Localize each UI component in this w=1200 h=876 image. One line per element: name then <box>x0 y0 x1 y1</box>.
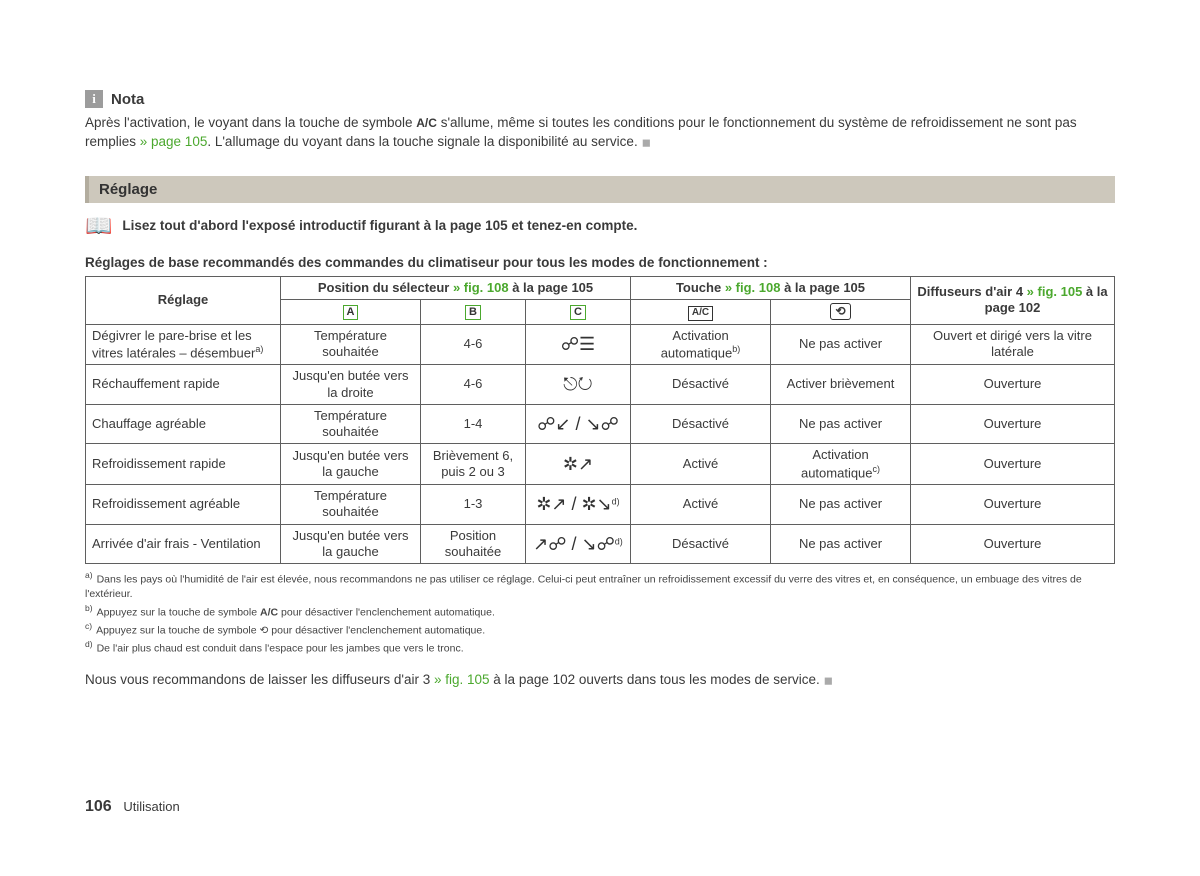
page-footer: 106 Utilisation <box>85 798 180 816</box>
airflow-icon: ⎋↻ <box>563 374 592 394</box>
th-col-c: C <box>526 300 631 325</box>
airflow-icon: ☍↙ / ↘☍ <box>537 414 619 434</box>
th-col-recirc: ⟲ <box>771 300 911 325</box>
table-row: Réchauffement rapide Jusqu'en butée vers… <box>86 365 1115 405</box>
table-row: Dégivrer le pare-brise et les vitres lat… <box>86 324 1115 365</box>
fig-link[interactable]: » fig. 105 <box>434 672 490 687</box>
th-position: Position du sélecteur » fig. 108 à la pa… <box>281 276 631 299</box>
airflow-icon: ✲↗ / ✲↘ <box>536 494 611 514</box>
settings-table: Réglage Position du sélecteur » fig. 108… <box>85 276 1115 564</box>
th-diffuseurs: Diffuseurs d'air 4 » fig. 105 à la page … <box>911 276 1115 324</box>
page-link[interactable]: » page 105 <box>140 134 208 149</box>
table-row: Refroidissement rapide Jusqu'en butée ve… <box>86 444 1115 485</box>
th-col-b: B <box>421 300 526 325</box>
ac-box-icon: A/C <box>688 306 713 321</box>
nota-text-1: Après l'activation, le voyant dans la to… <box>85 115 416 130</box>
box-c-icon: C <box>570 305 586 320</box>
box-b-icon: B <box>465 305 481 320</box>
table-row: Refroidissement agréable Température sou… <box>86 485 1115 525</box>
nota-text-3: . L'allumage du voyant dans la touche si… <box>207 134 637 149</box>
recirc-icon: ⟲ <box>830 303 850 320</box>
end-marker-icon: ◼ <box>824 675 833 687</box>
footnotes: a)Dans les pays où l'humidité de l'air e… <box>85 570 1115 656</box>
after-text: Nous vous recommandons de laisser les di… <box>85 671 1115 690</box>
end-marker-icon: ◼ <box>642 137 651 149</box>
book-icon: 📖 <box>85 213 112 239</box>
nota-block: i Nota Après l'activation, le voyant dan… <box>85 90 1115 152</box>
th-col-a: A <box>281 300 421 325</box>
footer-section: Utilisation <box>123 799 179 814</box>
intro-line: 📖 Lisez tout d'abord l'exposé introducti… <box>85 213 1115 239</box>
table-row: Arrivée d'air frais - Ventilation Jusqu'… <box>86 524 1115 564</box>
table-caption: Réglages de base recommandés des command… <box>85 255 1115 270</box>
intro-text: Lisez tout d'abord l'exposé introductif … <box>122 218 637 233</box>
airflow-icon: ↗☍ / ↘☍ <box>533 534 615 554</box>
th-col-ac: A/C <box>631 300 771 325</box>
airflow-icon: ☍☰ <box>561 334 595 354</box>
fig-link[interactable]: » fig. 108 <box>725 280 781 295</box>
section-heading: Réglage <box>85 176 1115 203</box>
ac-symbol: A/C <box>416 116 437 130</box>
th-reglage: Réglage <box>86 276 281 324</box>
info-icon: i <box>85 90 103 108</box>
airflow-icon: ✲↗ <box>563 454 593 474</box>
page-number: 106 <box>85 798 112 815</box>
fig-link[interactable]: » fig. 108 <box>453 280 509 295</box>
box-a-icon: A <box>343 305 359 320</box>
th-touche: Touche » fig. 108 à la page 105 <box>631 276 911 299</box>
fig-link[interactable]: » fig. 105 <box>1027 284 1083 299</box>
nota-text: Après l'activation, le voyant dans la to… <box>85 114 1115 152</box>
nota-title: Nota <box>111 91 144 108</box>
table-row: Chauffage agréable Température souhaitée… <box>86 404 1115 444</box>
